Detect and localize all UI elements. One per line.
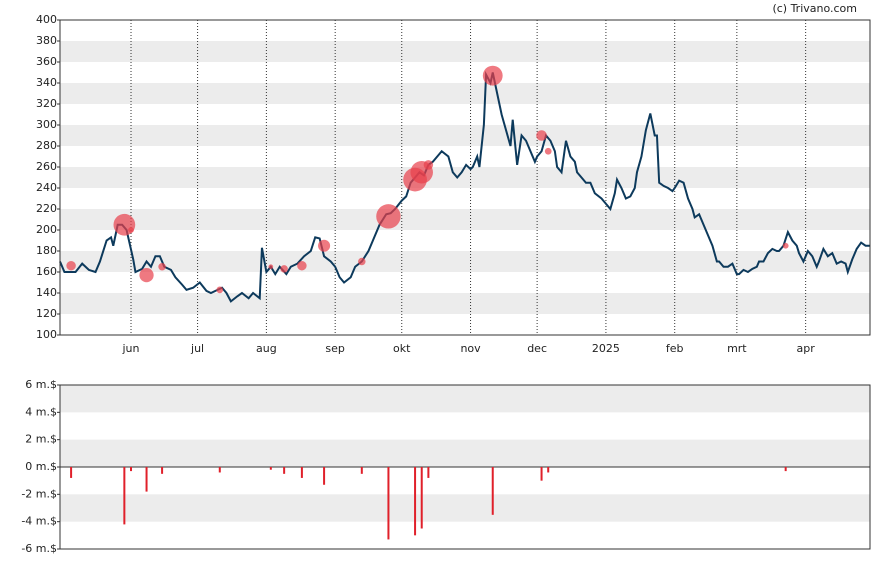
y-tick-label: 360 <box>36 55 57 68</box>
bar <box>547 467 550 473</box>
y-tick-label: 400 <box>36 13 57 26</box>
bar <box>161 467 164 474</box>
trade-bubble <box>544 147 552 155</box>
grid-band <box>60 494 870 522</box>
y-tick-label: -4 m.$ <box>21 515 57 528</box>
y-tick-label: 100 <box>36 328 57 341</box>
x-tick-label: dec <box>527 342 547 355</box>
grid-band <box>60 385 870 413</box>
credit: (c) Trivano.com <box>772 2 857 15</box>
y-tick-label: -6 m.$ <box>21 542 57 555</box>
grid-band <box>60 125 870 146</box>
bar <box>123 467 126 525</box>
x-tick-label: aug <box>256 342 277 355</box>
y-tick-label: 220 <box>36 202 57 215</box>
y-tick-label: 260 <box>36 160 57 173</box>
bar <box>360 467 363 474</box>
y-tick-label: 140 <box>36 286 57 299</box>
plot-border <box>59 384 871 550</box>
y-tick-label: 340 <box>36 76 57 89</box>
grid-band <box>60 167 870 188</box>
grid-band <box>60 251 870 272</box>
grid-band <box>60 83 870 104</box>
y-tick-label: 280 <box>36 139 57 152</box>
grid-band <box>60 293 870 314</box>
y-tick-label: 300 <box>36 118 57 131</box>
x-tick-label: sep <box>325 342 344 355</box>
trade-bubble <box>297 260 307 271</box>
bar <box>283 467 286 474</box>
bar <box>427 467 430 478</box>
trade-bubble <box>423 160 434 170</box>
y-tick-label: 6 m.$ <box>25 378 57 391</box>
bar <box>491 467 494 515</box>
y-tick-label: -2 m.$ <box>21 487 57 500</box>
bar <box>269 467 272 470</box>
trade-bubble <box>482 65 503 86</box>
y-tick-label: 240 <box>36 181 57 194</box>
trade-bubble <box>216 286 224 294</box>
y-tick-label: 180 <box>36 244 57 257</box>
x-tick-label: jun <box>122 342 140 355</box>
trade-bubble <box>139 268 154 283</box>
x-tick-label: jul <box>190 342 204 355</box>
trade-bubble <box>358 257 366 266</box>
bar <box>414 467 417 536</box>
x-tick-label: okt <box>393 342 411 355</box>
x-tick-label: nov <box>460 342 481 355</box>
trade-bubble <box>66 260 76 271</box>
trade-bubble <box>128 227 134 233</box>
x-tick-label: apr <box>797 342 816 355</box>
y-tick-label: 4 m.$ <box>25 405 57 418</box>
x-tick-label: mrt <box>727 342 747 355</box>
bar <box>130 467 133 472</box>
trade-bubble <box>280 265 288 273</box>
trade-bubble <box>158 263 166 271</box>
y-tick-label: 160 <box>36 265 57 278</box>
y-tick-label: 380 <box>36 34 57 47</box>
plot-border <box>59 19 871 336</box>
x-tick-label: 2025 <box>592 342 620 355</box>
y-tick-label: 120 <box>36 307 57 320</box>
x-tick-label: feb <box>666 342 684 355</box>
bar <box>387 467 390 540</box>
bar <box>420 467 423 529</box>
y-tick-label: 2 m.$ <box>25 433 57 446</box>
bar <box>300 467 303 478</box>
bar <box>70 467 73 478</box>
y-tick-label: 320 <box>36 97 57 110</box>
bar <box>540 467 543 481</box>
bar <box>145 467 148 492</box>
trade-bubble <box>376 204 401 229</box>
grid-band <box>60 41 870 62</box>
grid-band <box>60 439 870 467</box>
trade-bubble <box>318 239 331 252</box>
grid-band <box>60 209 870 230</box>
trade-bubble <box>268 264 274 270</box>
bar <box>218 467 221 473</box>
bar <box>323 467 326 485</box>
trade-bubble <box>782 242 789 249</box>
y-tick-label: 0 m.$ <box>25 460 57 473</box>
y-tick-label: 200 <box>36 223 57 236</box>
trade-bubble <box>536 130 547 141</box>
bar <box>784 467 787 472</box>
